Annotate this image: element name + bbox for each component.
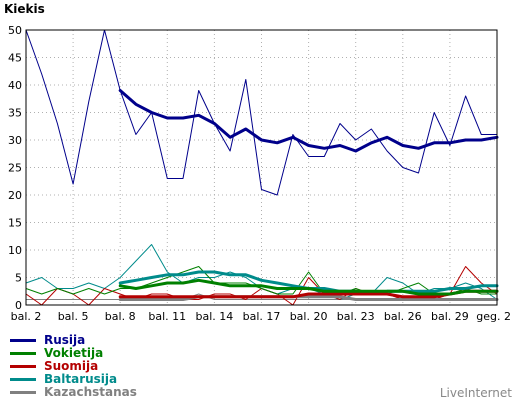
legend-item-vokietija: Vokietija xyxy=(10,347,137,360)
legend-label: Rusija xyxy=(44,333,86,347)
chart-legend: Rusija Vokietija Suomija Baltarusija Kaz… xyxy=(10,334,137,399)
legend-swatch xyxy=(10,365,36,368)
x-tick-label: bal. 8 xyxy=(105,310,136,323)
x-tick-label: bal. 11 xyxy=(148,310,186,323)
x-tick-label: bal. 14 xyxy=(196,310,234,323)
legend-item-kazachstanas: Kazachstanas xyxy=(10,386,137,399)
trend-line-suomija xyxy=(118,289,499,299)
legend-swatch xyxy=(10,339,36,342)
y-tick-label: 30 xyxy=(8,134,22,147)
x-tick-label: bal. 26 xyxy=(384,310,422,323)
x-tick-label: bal. 20 xyxy=(290,310,328,323)
trend-line-kazachstanas xyxy=(118,295,499,301)
legend-item-baltarusija: Baltarusija xyxy=(10,373,137,386)
legend-swatch xyxy=(10,352,36,355)
trend-line-rusija xyxy=(118,89,499,153)
legend-label: Vokietija xyxy=(44,346,104,360)
trend-line-vokietija xyxy=(118,278,499,296)
y-tick-label: 5 xyxy=(15,272,22,285)
legend-swatch xyxy=(10,391,36,394)
legend-item-rusija: Rusija xyxy=(10,334,137,347)
y-tick-label: 40 xyxy=(8,79,22,92)
x-tick-label: bal. 29 xyxy=(431,310,469,323)
x-tick-label: bal. 17 xyxy=(243,310,281,323)
y-tick-label: 50 xyxy=(8,24,22,37)
line-chart: 0 5 10 15 20 25 30 35 40 45 50 bal. 2 bal. 5 bal. 8 ba… xyxy=(8,24,511,323)
series-line-vokietija xyxy=(25,266,497,295)
y-tick-label: 45 xyxy=(8,52,22,65)
y-tick-label: 10 xyxy=(8,244,22,257)
legend-label: Baltarusija xyxy=(44,372,118,386)
x-tick-label: geg. 2 xyxy=(476,310,511,323)
x-tick-label: bal. 5 xyxy=(58,310,89,323)
legend-label: Suomija xyxy=(44,359,99,373)
plot-border xyxy=(25,29,498,306)
legend-swatch xyxy=(10,378,36,381)
legend-label: Kazachstanas xyxy=(44,385,137,399)
y-tick-label: 25 xyxy=(8,162,22,175)
x-tick-label: bal. 2 xyxy=(11,310,42,323)
y-tick-label: 35 xyxy=(8,107,22,120)
brand-label: LiveInternet xyxy=(439,386,512,400)
y-tick-label: 0 xyxy=(15,299,22,312)
chart-title: Kiekis xyxy=(4,2,45,16)
y-tick-label: 20 xyxy=(8,189,22,202)
x-tick-label: bal. 23 xyxy=(337,310,375,323)
legend-item-suomija: Suomija xyxy=(10,360,137,373)
y-tick-label: 15 xyxy=(8,217,22,230)
